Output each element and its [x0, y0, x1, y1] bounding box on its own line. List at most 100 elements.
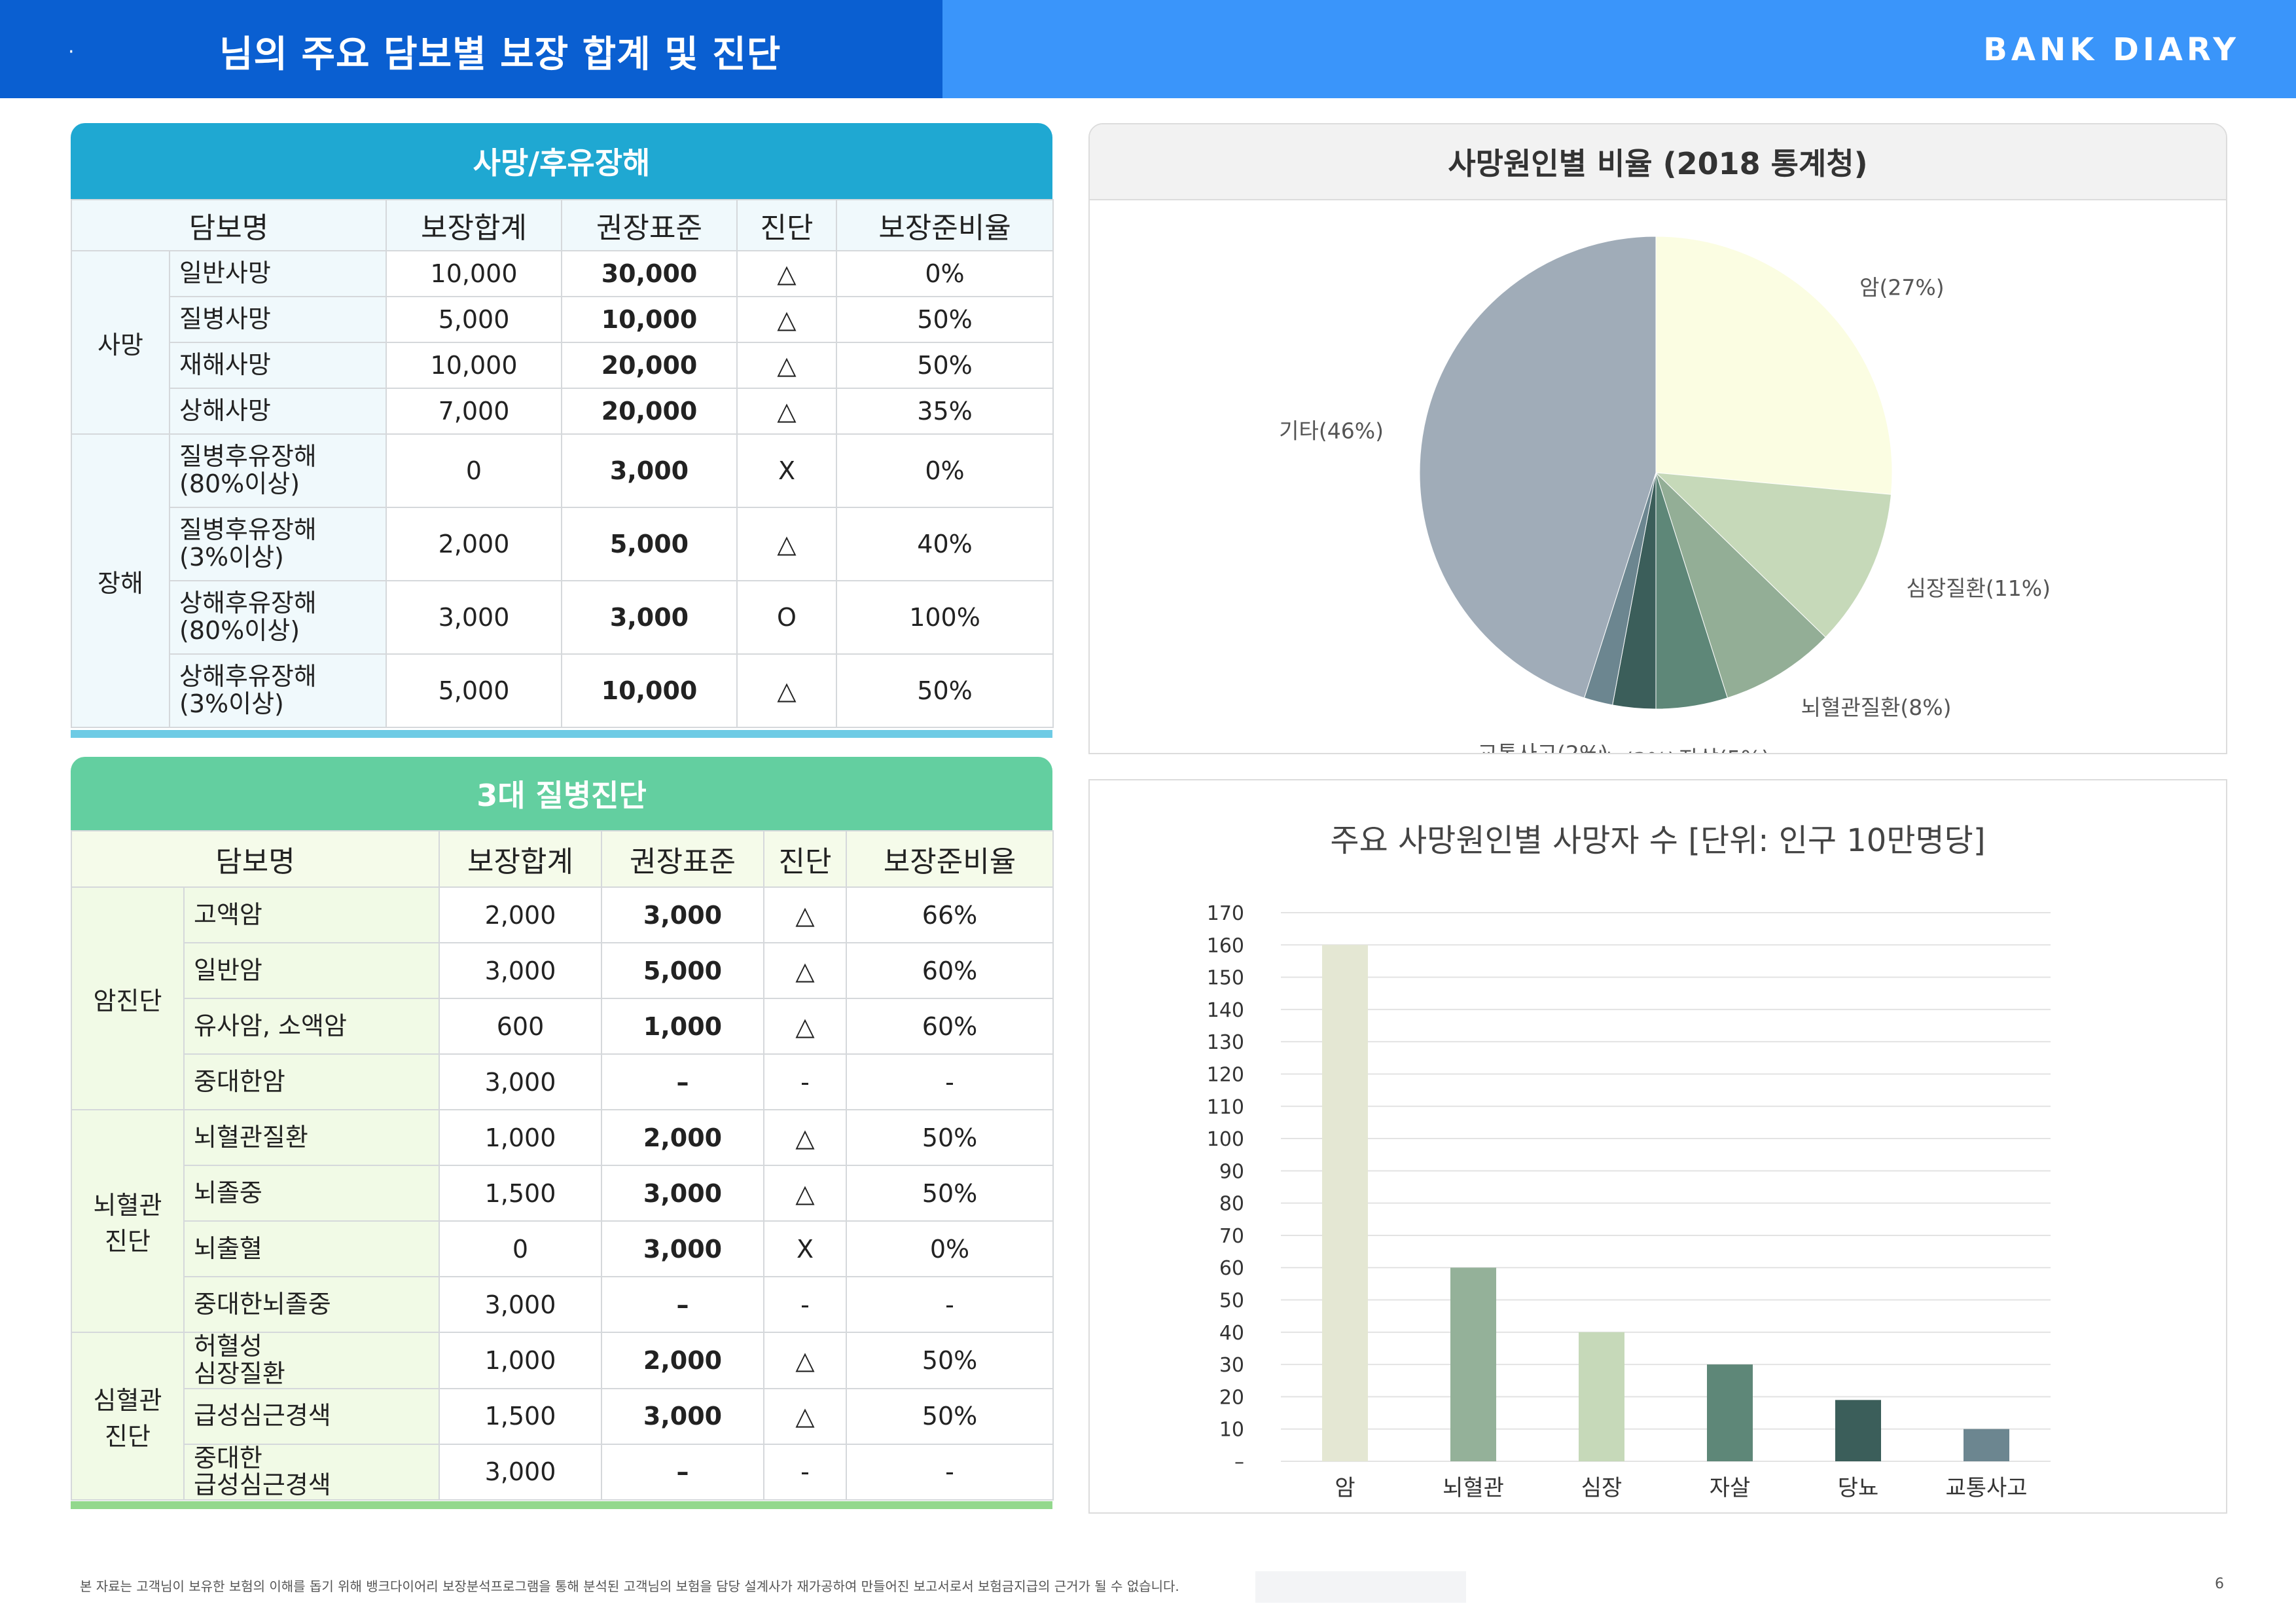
recommended-standard: 20,000: [561, 388, 738, 435]
group-label: 장해: [71, 433, 170, 728]
diagnosis: △: [736, 507, 838, 581]
table-row: 상해후유장해 (80%이상) 3,000 3,000 O 100%: [71, 580, 1054, 655]
y-tick-label: 40: [1219, 1322, 1244, 1345]
coverage-total: 3,000: [439, 942, 603, 999]
coverage-total: 3,000: [386, 580, 563, 655]
table-row: 중대한암 3,000– - -: [71, 1053, 1054, 1110]
recommended-standard: 3,000: [601, 1387, 765, 1445]
table-row: 질병사망 5,000 10,000 △ 50%: [71, 296, 1054, 343]
coverage-ratio: 50%: [846, 1332, 1054, 1389]
page-title: 님의 주요 담보별 보장 합계 및 진단: [219, 33, 781, 76]
pie-slice: [1655, 472, 1826, 699]
pie-label: 심장질환(11%): [1906, 575, 2051, 601]
y-tick-label: 100: [1207, 1128, 1244, 1151]
x-tick-label: 암: [1335, 1475, 1355, 1501]
diagnosis: △: [736, 296, 838, 343]
y-tick-label: 120: [1207, 1063, 1244, 1086]
diagnosis: △: [763, 942, 848, 999]
recommended-standard: 10,000: [561, 653, 738, 728]
coverage-name: 허혈성 심장질환: [183, 1332, 440, 1389]
diagnosis: -: [763, 1443, 848, 1501]
recommended-standard: –: [601, 1443, 765, 1501]
diagnosis: △: [763, 1332, 848, 1389]
recommended-standard: 1,000: [601, 998, 765, 1055]
coverage-ratio: 35%: [836, 388, 1054, 435]
recommended-standard: –: [601, 1276, 765, 1333]
table-row: 중대한 급성심근경색 3,000– - -: [71, 1443, 1054, 1501]
recommended-standard: 30,000: [561, 250, 738, 297]
bar: [1964, 1429, 2009, 1461]
diagnosis: △: [763, 1165, 848, 1222]
table-row: 재해사망 10,000 20,000 △ 50%: [71, 342, 1054, 389]
bar: [1835, 1400, 1881, 1461]
coverage-total: 1,000: [439, 1109, 603, 1166]
table-row: 질병후유장해 (3%이상) 2,000 5,000 △ 40%: [71, 507, 1054, 581]
y-tick-label: 150: [1207, 967, 1244, 990]
recommended-standard: 20,000: [561, 342, 738, 389]
coverage-total: 1,500: [439, 1387, 603, 1445]
table-row: 뇌졸중 1,500 3,000 △ 50%: [71, 1165, 1054, 1222]
coverage-name: 상해후유장해 (3%이상): [168, 653, 387, 728]
y-tick-label: 170: [1207, 902, 1244, 925]
section-underline: [71, 1501, 1052, 1509]
pie-label: 기타(46%): [1279, 418, 1384, 443]
table-row: 뇌출혈 0 3,000 X 0%: [71, 1220, 1054, 1277]
recommended-standard: –: [601, 1053, 765, 1110]
bar-chart: 주요 사망원인별 사망자 수 [단위: 인구 10만명당] – 10 20 30 40 50…: [1207, 822, 2051, 1501]
coverage-name: 유사암, 소액암: [183, 998, 440, 1055]
coverage-name: 상해후유장해 (80%이상): [168, 580, 387, 655]
coverage-name: 상해사망: [168, 388, 387, 435]
coverage-ratio: 60%: [846, 942, 1054, 999]
diagnosis: △: [763, 1387, 848, 1445]
coverage-name: 고액암: [183, 886, 440, 943]
recommended-standard: 3,000: [601, 1165, 765, 1222]
recommended-standard: 3,000: [601, 886, 765, 943]
coverage-total: 5,000: [386, 296, 563, 343]
coverage-total: 7,000: [386, 388, 563, 435]
table-row: 상해후유장해 (3%이상) 5,000 10,000 △ 50%: [71, 653, 1054, 728]
recommended-standard: 2,000: [601, 1109, 765, 1166]
group-label: 심혈관 진단: [71, 1331, 185, 1501]
bar: [1579, 1332, 1624, 1461]
coverage-ratio: 0%: [846, 1220, 1054, 1277]
coverage-name: 일반암: [183, 942, 440, 999]
pie-chart-panel: 사망원인별 비율 (2018 통계청) 암(27%) 심장질환(11%) 뇌혈관질환…: [1088, 123, 2227, 754]
y-tick-label: 130: [1207, 1031, 1244, 1054]
bar: [1707, 1364, 1753, 1461]
y-tick-label: 20: [1219, 1386, 1244, 1409]
y-tick-label: 70: [1219, 1225, 1244, 1248]
diagnosis: △: [763, 998, 848, 1055]
table-row: 일반암 3,000 5,000 △ 60%: [71, 942, 1054, 999]
y-tick-label: 10: [1219, 1419, 1244, 1442]
coverage-total: 2,000: [439, 886, 603, 943]
group-label: 뇌혈관 진단: [71, 1109, 185, 1333]
coverage-name: 일반사망: [168, 250, 387, 297]
header-dot: ·: [68, 41, 75, 64]
coverage-total: 10,000: [386, 250, 563, 297]
pie-label: 당뇨(3%): [1585, 748, 1676, 753]
bar-chart-panel: 주요 사망원인별 사망자 수 [단위: 인구 10만명당] – 10 20 30 40 50…: [1088, 779, 2227, 1514]
x-tick-label: 당뇨: [1838, 1475, 1879, 1501]
pie-label: 교통사고(2%): [1478, 740, 1609, 753]
coverage-total: 600: [439, 998, 603, 1055]
coverage-ratio: 0%: [836, 250, 1054, 297]
coverage-name: 질병사망: [168, 296, 387, 343]
column-header: 담보명: [70, 199, 387, 251]
pie-slice: [1655, 472, 1892, 638]
coverage-name: 중대한 급성심근경색: [183, 1443, 440, 1501]
coverage-total: 1,000: [439, 1332, 603, 1389]
footer-box: [1255, 1571, 1466, 1603]
brand-logo: BANK DIARY: [1983, 31, 2240, 68]
coverage-total: 3,000: [439, 1443, 603, 1501]
column-header: 보장준비율: [836, 199, 1054, 251]
recommended-standard: 3,000: [601, 1220, 765, 1277]
coverage-total: 0: [386, 433, 563, 508]
three-diseases-table: 담보명 보장합계 권장표준 진단 보장준비율 암진단 고액암 2,000 3,000 △ 66% 일…: [70, 830, 1054, 1501]
x-tick-label: 뇌혈관: [1443, 1475, 1504, 1501]
x-tick-label: 자살: [1710, 1475, 1751, 1501]
x-tick-label: 심장: [1581, 1475, 1623, 1501]
recommended-standard: 5,000: [601, 942, 765, 999]
table-row: 상해사망 7,000 20,000 △ 35%: [71, 388, 1054, 435]
pie-label: 뇌혈관질환(8%): [1801, 695, 1952, 720]
y-tick-label: 90: [1219, 1160, 1244, 1183]
